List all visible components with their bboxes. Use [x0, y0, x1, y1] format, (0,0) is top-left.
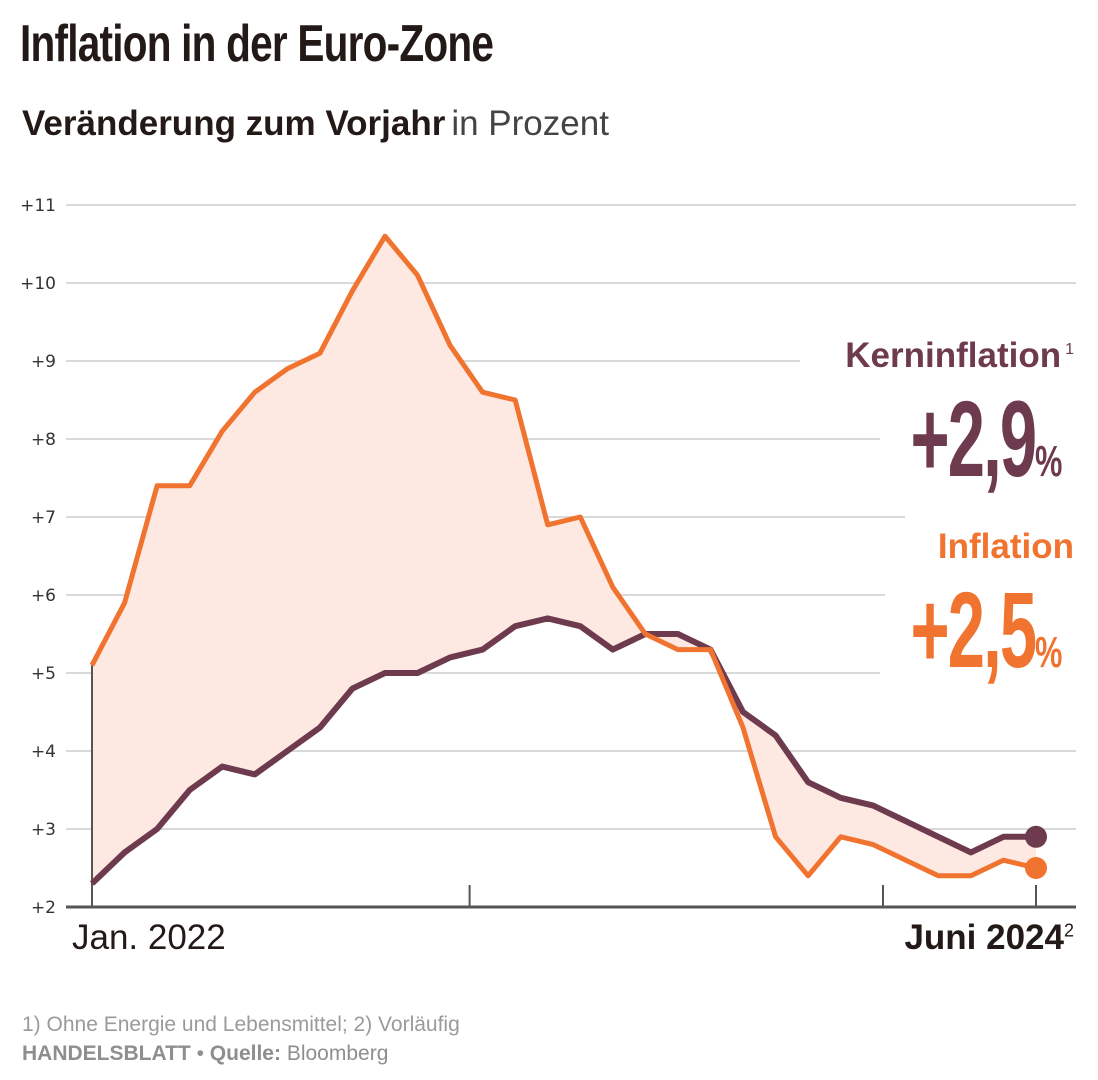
kerninflation-label: Kerninflation 1	[845, 336, 1074, 376]
source-line: HANDELSBLATT • Quelle: Bloomberg	[22, 1042, 388, 1066]
y-tick-label: +9	[31, 352, 56, 372]
y-tick-label: +10	[20, 274, 56, 294]
kerninflation-value: +2,9%	[834, 376, 1074, 501]
y-tick-label: +4	[31, 742, 56, 762]
percent-sign: %	[1034, 437, 1063, 486]
inflation-value: +2,5%	[834, 567, 1074, 692]
series-line-kerninflation	[89, 615, 1036, 886]
source-label: Quelle:	[209, 1042, 281, 1065]
chart-title: Inflation in der Euro-Zone	[20, 15, 494, 73]
y-tick-label: +2	[31, 898, 56, 918]
subtitle-unit: in Prozent	[451, 104, 609, 143]
footnote-mark: 1	[1065, 341, 1074, 359]
y-tick-label: +3	[31, 820, 56, 840]
x-axis	[66, 665, 1076, 909]
end-marker-kerninflation	[1025, 825, 1047, 848]
y-tick-label: +5	[31, 664, 56, 684]
end-markers	[1025, 825, 1047, 879]
x-label-start: Jan. 2022	[72, 918, 226, 957]
y-tick-label: +6	[31, 586, 56, 606]
footnote-mark: 2	[1063, 920, 1074, 941]
x-label-end: Juni 20242	[904, 918, 1074, 958]
gap-area	[92, 236, 1036, 884]
end-marker-inflation	[1025, 857, 1047, 879]
footnote: 1) Ohne Energie und Lebensmittel; 2) Vor…	[22, 1013, 460, 1036]
y-axis-ticks: +2 +3 +4 +5 +6 +7 +8 +9 +10 +11	[20, 196, 56, 918]
separator: •	[190, 1042, 210, 1065]
inflation-value-number: +2,5	[910, 569, 1037, 690]
series-line-inflation	[89, 233, 1037, 879]
chart-subtitle: Veränderung zum Vorjahr in Prozent	[22, 104, 609, 144]
y-tick-label: +7	[31, 508, 56, 528]
publisher: HANDELSBLATT	[22, 1042, 191, 1065]
y-tick-label: +8	[31, 430, 56, 450]
x-label-end-text: Juni 2024	[904, 918, 1064, 957]
kerninflation-label-text: Kerninflation	[845, 336, 1062, 375]
percent-sign: %	[1034, 628, 1063, 677]
subtitle-main: Veränderung zum Vorjahr	[22, 104, 446, 143]
inflation-label: Inflation	[937, 527, 1074, 566]
source-value: Bloomberg	[280, 1042, 389, 1065]
y-tick-label: +11	[20, 196, 56, 216]
kerninflation-value-number: +2,9	[910, 378, 1037, 499]
